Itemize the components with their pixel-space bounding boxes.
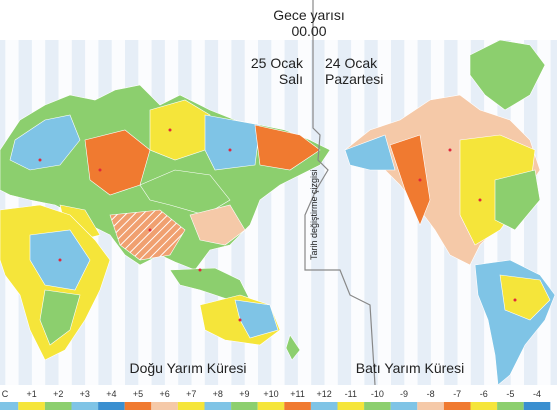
zone-swatch xyxy=(151,402,178,410)
zone-swatch xyxy=(0,402,19,410)
zone-swatch xyxy=(390,402,418,410)
zone-swatch xyxy=(257,402,285,410)
zone-swatch xyxy=(177,402,205,410)
zone-swatch xyxy=(44,402,72,410)
zone-label: +5 xyxy=(133,389,143,399)
west-hemisphere: Batı Yarım Küresi xyxy=(356,360,464,376)
zone-label: -7 xyxy=(453,389,461,399)
zone-label: +3 xyxy=(80,389,90,399)
zone-swatch xyxy=(18,402,45,410)
zone-swatch xyxy=(417,402,444,410)
zone-swatch xyxy=(231,402,258,410)
zone-swatch xyxy=(470,402,498,410)
zone-label: -5 xyxy=(506,389,514,399)
right-date: 24 Ocak xyxy=(325,55,378,71)
right-day: Pazartesi xyxy=(325,71,383,87)
zone-label: +10 xyxy=(263,389,278,399)
zone-swatch xyxy=(71,402,99,410)
zone-swatch xyxy=(523,402,551,410)
left-date: 25 Ocak xyxy=(251,55,304,71)
zone-label: +1 xyxy=(26,389,36,399)
zone-label: +7 xyxy=(186,389,196,399)
date-line-label: Tarih değiştirme çizgisi xyxy=(309,169,319,260)
zone-swatch xyxy=(310,402,338,410)
midnight-time: 00.00 xyxy=(291,23,326,39)
zone-label: +2 xyxy=(53,389,63,399)
date-line xyxy=(304,0,376,386)
zone-swatch xyxy=(98,402,125,410)
zone-swatch xyxy=(284,402,311,410)
zone-label: +9 xyxy=(239,389,249,399)
city-dots xyxy=(38,128,517,322)
zone-label: -4 xyxy=(533,389,541,399)
zone-label: +8 xyxy=(213,389,223,399)
zone-swatch xyxy=(204,402,232,410)
zone-bar: C +1 +2 +3 +4 +5 +6 +7 +8 +9 +10 +11 +12 -11 -10 -9 -8 -7… xyxy=(0,389,551,410)
zone-label: -8 xyxy=(427,389,435,399)
zone-label: +6 xyxy=(159,389,169,399)
zone-swatch xyxy=(443,402,471,410)
zone-label: -10 xyxy=(371,389,384,399)
zone-swatch xyxy=(337,402,365,410)
zone-label: C xyxy=(2,389,9,399)
midnight-label: Gece yarısı xyxy=(273,7,345,23)
zone-swatch xyxy=(497,402,524,410)
zone-label: -11 xyxy=(345,389,357,399)
east-hemisphere: Doğu Yarım Küresi xyxy=(130,360,247,376)
zone-label: +4 xyxy=(106,389,116,399)
zone-swatch xyxy=(364,402,391,410)
zone-swatch xyxy=(124,402,152,410)
left-day: Salı xyxy=(279,71,303,87)
zone-label: +11 xyxy=(290,389,305,399)
zone-label: -9 xyxy=(400,389,408,399)
zone-label: +12 xyxy=(317,389,332,399)
zone-label: -6 xyxy=(480,389,488,399)
